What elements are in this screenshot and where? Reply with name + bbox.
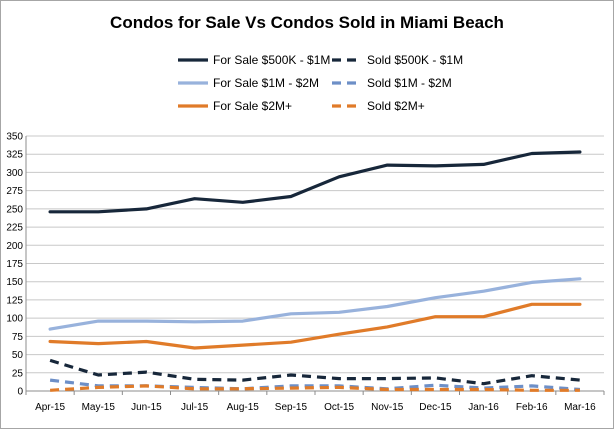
x-tick-label: Jul-15 bbox=[181, 402, 209, 413]
y-tick-label: 50 bbox=[12, 350, 24, 361]
y-tick-label: 25 bbox=[12, 368, 24, 379]
x-tick-label: Aug-15 bbox=[227, 402, 260, 413]
y-tick-label: 225 bbox=[6, 223, 23, 234]
x-tick-labels: Apr-15 May-15 Jun-15 Jul-15 Aug-15 Sep-15 Oct-… bbox=[35, 402, 596, 413]
y-tick-label: 300 bbox=[6, 168, 23, 179]
legend-label: For Sale $500K - $1M bbox=[213, 53, 330, 67]
y-tick-label: 125 bbox=[6, 295, 23, 306]
series-line bbox=[49, 378, 581, 392]
x-tick-label: Sep-15 bbox=[275, 402, 308, 413]
legend: For Sale $500K - $1M Sold $500K - $1M For … bbox=[178, 53, 463, 113]
y-tick-label: 175 bbox=[6, 259, 23, 270]
legend-label: Sold $2M+ bbox=[367, 99, 425, 113]
y-tick-label: 200 bbox=[6, 241, 23, 252]
legend-item: Sold $500K - $1M bbox=[332, 53, 463, 67]
y-tick-label: 100 bbox=[6, 314, 23, 325]
y-tick-label: 325 bbox=[6, 150, 23, 161]
axes bbox=[25, 136, 605, 395]
legend-item: Sold $2M+ bbox=[332, 99, 425, 113]
gridlines bbox=[26, 135, 604, 374]
legend-label: Sold $500K - $1M bbox=[367, 53, 463, 67]
x-tick-label: Mar-16 bbox=[564, 402, 596, 413]
series-lines bbox=[48, 150, 582, 392]
x-tick-label: Apr-15 bbox=[35, 402, 65, 413]
series-line bbox=[50, 384, 580, 392]
y-tick-label: 0 bbox=[17, 387, 23, 398]
series-line bbox=[48, 277, 582, 331]
legend-item: For Sale $1M - $2M bbox=[178, 76, 319, 90]
series-line bbox=[48, 150, 582, 214]
legend-item: For Sale $500K - $1M bbox=[178, 53, 330, 67]
legend-label: For Sale $1M - $2M bbox=[213, 76, 319, 90]
x-tick-label: Dec-15 bbox=[419, 402, 452, 413]
x-tick-label: Nov-15 bbox=[371, 402, 404, 413]
x-tick-label: Jun-15 bbox=[131, 402, 162, 413]
y-tick-labels: 0 25 50 75 100 125 150 175 200 225 250 275 300 325 350 bbox=[6, 132, 23, 398]
x-tick-label: Jan-16 bbox=[468, 402, 499, 413]
y-tick-label: 350 bbox=[6, 132, 23, 143]
legend-item: Sold $1M - $2M bbox=[332, 76, 452, 90]
legend-label: Sold $1M - $2M bbox=[367, 76, 452, 90]
x-tick-label: Feb-16 bbox=[516, 402, 548, 413]
x-tick-label: Oct-15 bbox=[324, 402, 354, 413]
series-line bbox=[49, 358, 581, 386]
legend-item: For Sale $2M+ bbox=[178, 99, 292, 113]
y-tick-label: 150 bbox=[6, 277, 23, 288]
y-tick-label: 250 bbox=[6, 204, 23, 215]
y-tick-label: 75 bbox=[12, 332, 24, 343]
legend-label: For Sale $2M+ bbox=[213, 99, 292, 113]
series-line bbox=[48, 302, 582, 350]
chart-title: Condos for Sale Vs Condos Sold in Miami … bbox=[110, 13, 504, 32]
x-tick-label: May-15 bbox=[82, 402, 116, 413]
y-tick-label: 275 bbox=[6, 186, 23, 197]
